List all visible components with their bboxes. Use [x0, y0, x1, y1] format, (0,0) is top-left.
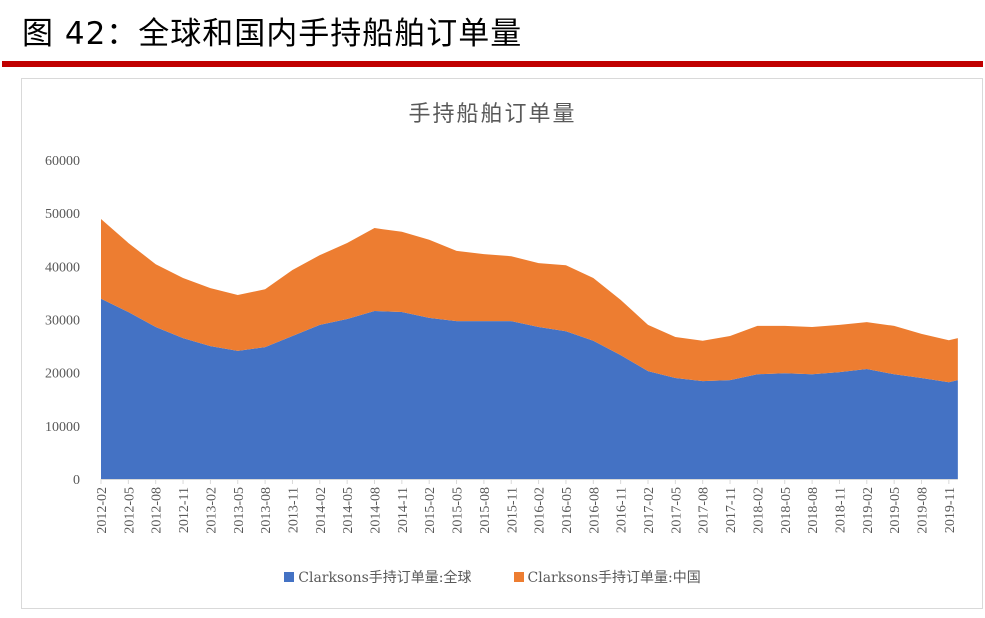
- x-tick-label: 2019-08: [916, 487, 931, 534]
- chart-areas: [101, 219, 958, 479]
- x-tick-label: 2012-02: [95, 487, 110, 534]
- x-tick-label: 2016-08: [587, 487, 602, 534]
- legend: Clarksons手持订单量:全球 Clarksons手持订单量:中国: [0, 567, 985, 587]
- y-axis: 0 10000 20000 30000 40000 50000 60000: [45, 154, 80, 488]
- x-tick-label: 2012-05: [122, 487, 137, 534]
- x-tick-label: 2013-02: [204, 487, 219, 534]
- x-tick-label: 2014-05: [341, 487, 356, 534]
- y-tick-label: 30000: [45, 314, 80, 329]
- x-tick-label: 2012-08: [150, 487, 165, 534]
- x-tick-label: 2013-11: [286, 487, 301, 533]
- x-tick-label: 2015-08: [478, 487, 493, 534]
- x-axis: 2012-02 2012-05 2012-08 2012-11 2013-02 2013-…: [95, 479, 958, 534]
- x-tick-label: 2016-02: [533, 487, 548, 534]
- x-tick-label: 2013-05: [232, 487, 247, 534]
- x-tick-label: 2015-02: [423, 487, 438, 534]
- x-tick-label: 2012-11: [177, 487, 192, 533]
- figure-title: 图 42：全球和国内手持船舶订单量: [22, 16, 523, 52]
- x-tick-label: 2018-11: [833, 487, 848, 533]
- legend-swatch-global: [284, 572, 295, 582]
- area-china: [101, 219, 958, 383]
- y-tick-label: 20000: [45, 367, 80, 382]
- x-tick-label: 2019-11: [943, 487, 958, 533]
- x-tick-label: 2019-02: [861, 487, 876, 534]
- y-tick-label: 50000: [45, 207, 80, 222]
- legend-item-china: Clarksons手持订单量:中国: [513, 567, 701, 587]
- x-tick-label: 2018-08: [806, 487, 821, 534]
- x-tick-label: 2014-11: [396, 487, 411, 533]
- x-tick-label: 2018-05: [779, 487, 794, 534]
- legend-item-global: Clarksons手持订单量:全球: [284, 567, 472, 587]
- y-tick-label: 10000: [45, 420, 80, 435]
- x-tick-label: 2014-08: [369, 487, 384, 534]
- chart-title: 手持船舶订单量: [408, 102, 577, 127]
- x-tick-label: 2013-08: [259, 487, 274, 534]
- legend-label-global: Clarksons手持订单量:全球: [298, 570, 472, 586]
- x-tick-label: 2015-11: [505, 487, 520, 533]
- area-global: [101, 298, 958, 479]
- x-tick-label: 2016-11: [615, 487, 630, 533]
- x-tick-label: 2019-05: [888, 487, 903, 534]
- y-tick-label: 40000: [45, 260, 80, 275]
- y-tick-label: 60000: [45, 154, 80, 169]
- legend-swatch-china: [513, 572, 524, 582]
- y-tick-label: 0: [73, 473, 80, 488]
- x-tick-label: 2015-05: [451, 487, 466, 534]
- legend-label-china: Clarksons手持订单量:中国: [527, 570, 701, 586]
- x-tick-label: 2017-08: [697, 487, 712, 534]
- x-tick-label: 2018-02: [751, 487, 766, 534]
- x-tick-label: 2017-02: [642, 487, 657, 534]
- x-tick-label: 2014-02: [314, 487, 329, 534]
- x-tick-label: 2017-05: [669, 487, 684, 534]
- x-tick-label: 2017-11: [724, 487, 739, 533]
- x-tick-label: 2016-05: [560, 487, 575, 534]
- title-divider: [2, 61, 983, 67]
